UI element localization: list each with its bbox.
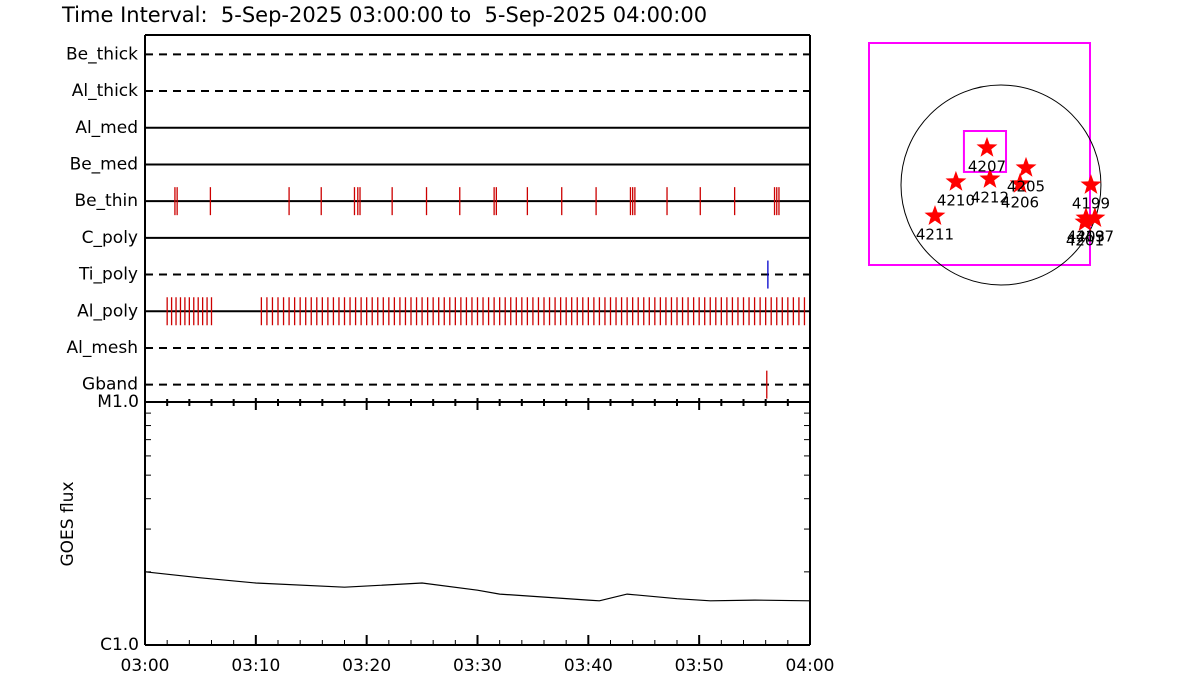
- filter-label: Al_poly: [77, 301, 138, 321]
- region-label: 4212: [971, 189, 1009, 207]
- region-label: 4197: [1076, 228, 1114, 246]
- filter-label: Al_med: [75, 118, 138, 138]
- region-star: [1009, 172, 1031, 193]
- solar-disk: [900, 84, 1102, 286]
- filter-label: C_poly: [82, 228, 138, 248]
- x-tick-label: 04:00: [786, 656, 835, 676]
- flux-line: [144, 571, 811, 602]
- region-label: 4203: [1067, 228, 1105, 246]
- region-star: [976, 136, 998, 157]
- y-tick-label: M1.0: [97, 392, 139, 412]
- chart-title: Time Interval: 5-Sep-2025 03:00:00 to 5-…: [61, 3, 707, 27]
- filter-label: Gband: [82, 375, 138, 395]
- y-tick-label: C1.0: [100, 635, 139, 655]
- map-frame: [868, 42, 1091, 266]
- filter-label: Al_mesh: [66, 338, 138, 358]
- region-label: 4201: [1066, 232, 1104, 250]
- region-star: [924, 205, 946, 225]
- region-label: 4207: [968, 157, 1006, 175]
- region-star: [1080, 174, 1102, 194]
- region-star: [945, 170, 967, 191]
- region-star: [1015, 156, 1037, 177]
- x-tick-label: 03:30: [453, 656, 502, 676]
- region-label: 4211: [916, 226, 954, 244]
- y-axis-label: GOES flux: [58, 481, 78, 566]
- region-star: [979, 168, 1001, 188]
- region-star: [1075, 207, 1097, 227]
- x-tick-label: 03:00: [121, 656, 170, 676]
- filter-label: Be_med: [70, 154, 138, 174]
- filter-label: Ti_poly: [78, 265, 138, 285]
- region-label: 4199: [1072, 195, 1110, 213]
- x-tick-label: 03:10: [231, 656, 280, 676]
- region-label: 4205: [1007, 177, 1045, 195]
- filter-label: Be_thick: [66, 44, 138, 64]
- x-tick-label: 03:40: [564, 656, 613, 676]
- x-tick-label: 03:20: [342, 656, 391, 676]
- fov-box: [962, 130, 1008, 173]
- region-star: [1084, 207, 1106, 227]
- filter-label: Be_thin: [74, 191, 138, 211]
- filter-label: Al_thick: [72, 81, 138, 101]
- region-label: 4210: [937, 191, 975, 209]
- region-label: 4206: [1001, 193, 1039, 211]
- x-tick-label: 03:50: [675, 656, 724, 676]
